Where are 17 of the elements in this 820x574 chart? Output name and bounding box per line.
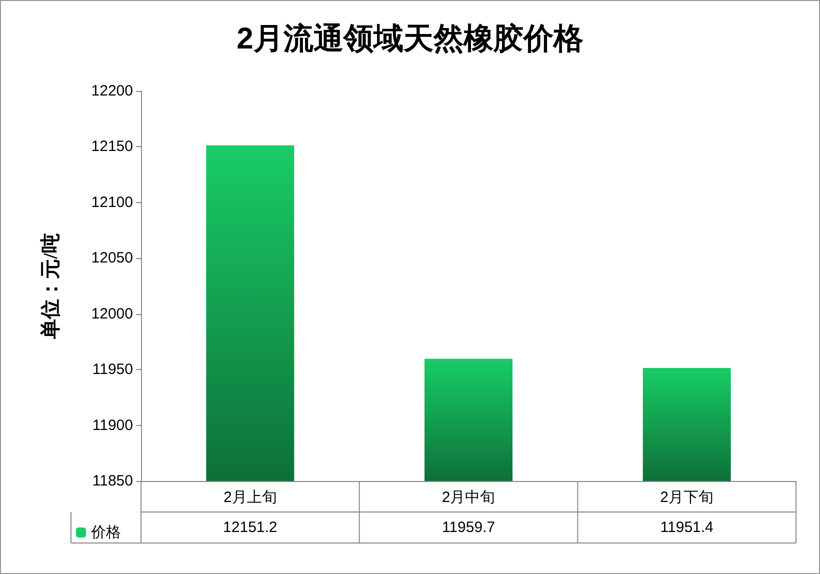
y-tick-label: 11950	[92, 361, 133, 378]
y-tick-label: 11900	[92, 416, 133, 434]
y-axis-title: 单位：元/吨	[39, 233, 62, 340]
x-tick-label: 2月上旬	[223, 489, 277, 506]
data-label: 11959.7	[442, 519, 496, 536]
chart-title: 2月流通领域天然橡胶价格	[236, 22, 584, 56]
legend-label: 价格	[90, 524, 121, 541]
x-tick-label: 2月下旬	[660, 489, 714, 506]
y-tick-label: 12150	[91, 138, 133, 156]
y-tick-label: 12000	[91, 305, 133, 322]
y-tick-label: 12050	[91, 250, 133, 267]
x-tick-label: 2月中旬	[442, 489, 496, 506]
data-label: 12151.2	[223, 519, 278, 536]
y-tick-label: 11850	[92, 472, 133, 490]
data-label: 11951.4	[660, 519, 714, 536]
y-tick-label: 12100	[91, 194, 133, 211]
y-tick-label: 12200	[91, 82, 133, 100]
